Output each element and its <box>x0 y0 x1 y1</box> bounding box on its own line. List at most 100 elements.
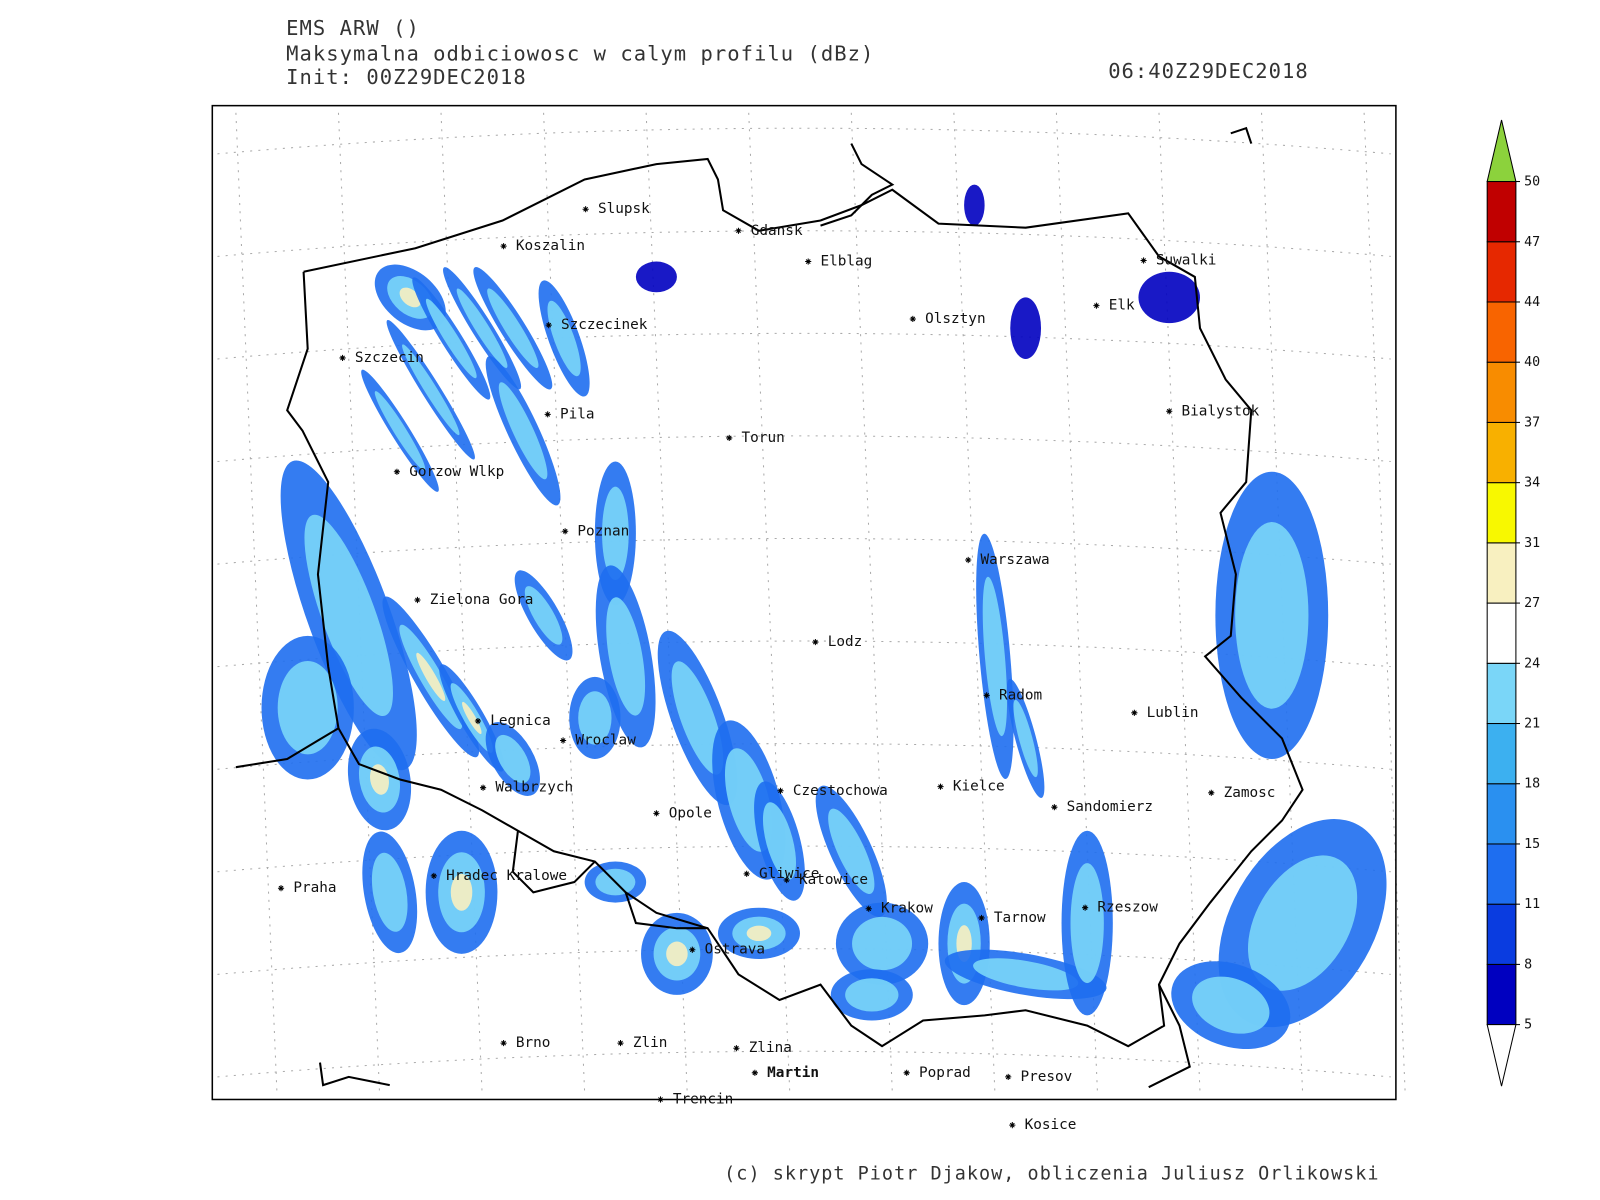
city-marker <box>733 1045 740 1052</box>
city-label: Pila <box>560 406 595 422</box>
colorbar-label: 37 <box>1524 415 1540 430</box>
colorbar-segment <box>1486 301 1517 363</box>
colorbar-label: 8 <box>1524 957 1532 972</box>
city-label: Brno <box>516 1035 551 1051</box>
echo-area <box>606 597 646 716</box>
city-label: Hradec Kralowe <box>446 868 567 884</box>
city-marker <box>1208 789 1215 796</box>
city-label: Koszalin <box>516 238 585 254</box>
colorbar-label: 44 <box>1524 295 1540 310</box>
colorbar-label: 11 <box>1524 897 1540 912</box>
city-marker <box>545 322 552 329</box>
city-label: Lublin <box>1147 705 1199 721</box>
colorbar-label: 5 <box>1524 1018 1532 1033</box>
city-marker <box>393 468 400 475</box>
city-label: Szczecin <box>355 350 424 366</box>
echo-area <box>746 925 772 942</box>
city-label: Tarnow <box>994 910 1046 926</box>
city-marker <box>474 717 482 725</box>
echo-area <box>635 261 677 293</box>
city-marker <box>783 876 790 884</box>
city-marker <box>1005 1073 1012 1080</box>
map-frame <box>211 104 1397 1101</box>
colorbar-segment <box>1486 783 1517 845</box>
reflectivity-field <box>261 184 1387 1050</box>
credits: (c) skrypt Piotr Djakow, obliczenia Juli… <box>724 1163 1379 1184</box>
echo-area <box>1138 271 1200 324</box>
city-label: Martin <box>767 1065 819 1081</box>
city-label: Suwalki <box>1156 253 1216 269</box>
echo-area <box>666 941 688 967</box>
echo-area <box>845 978 899 1012</box>
cities: Slupsk Koszalin Gdansk Elblag Suwalki Elk Szcz… <box>277 201 1275 1133</box>
colorbar-segment <box>1486 602 1517 664</box>
init-time: Init: 00Z29DEC2018 <box>286 65 527 89</box>
city-label: Walbrzych <box>495 780 573 796</box>
colorbar-label: 24 <box>1524 656 1540 671</box>
colorbar-label: 34 <box>1524 476 1540 491</box>
echo-area <box>973 958 1079 991</box>
echo-area <box>1235 522 1309 709</box>
city-marker <box>277 885 285 892</box>
city-marker <box>430 872 437 879</box>
city-marker <box>983 692 990 699</box>
city-marker <box>1166 408 1173 415</box>
city-marker <box>414 596 421 604</box>
city-marker <box>544 411 551 418</box>
city-marker <box>562 528 569 535</box>
echo-area <box>304 514 393 717</box>
city-label: Slupsk <box>598 201 650 217</box>
city-label: Gliwice <box>759 866 819 882</box>
echo-area <box>982 576 1008 737</box>
echo-area <box>402 344 460 436</box>
city-marker <box>937 783 944 790</box>
colorbar-over <box>1486 119 1517 183</box>
parallel <box>217 332 1391 360</box>
city-label: Poznan <box>577 523 629 539</box>
city-marker <box>743 870 750 877</box>
echo-area <box>964 184 985 226</box>
echo-area <box>456 288 508 368</box>
colorbar-label: 50 <box>1524 175 1540 190</box>
city-label: Krakow <box>881 901 933 917</box>
colorbar-segment <box>1486 181 1517 243</box>
echo-area <box>495 734 531 784</box>
echo-area <box>416 652 446 702</box>
city-marker <box>479 784 487 791</box>
city-marker <box>751 1069 758 1076</box>
echo-area <box>425 298 477 379</box>
city-label: Zlin <box>633 1035 668 1051</box>
colorbar-segment <box>1486 361 1517 423</box>
parallel <box>217 230 1391 257</box>
city-marker <box>500 243 507 250</box>
parallel <box>217 537 1391 565</box>
echo-area <box>498 382 548 480</box>
city-label: Rzeszow <box>1097 900 1158 916</box>
city-label: Praha <box>293 880 336 896</box>
colorbar-segment <box>1486 723 1517 785</box>
city-marker <box>777 787 784 794</box>
city-label: Legnica <box>490 713 550 729</box>
city-label: Elblag <box>821 254 873 270</box>
colorbar-label: 31 <box>1524 536 1540 551</box>
colorbar-segment <box>1486 542 1517 604</box>
echo-area <box>462 701 482 735</box>
city-label: Gdansk <box>751 223 803 239</box>
city-label: Elk <box>1109 298 1135 314</box>
colorbar-label: 15 <box>1524 837 1540 852</box>
city-label: Olsztyn <box>925 311 985 327</box>
valid-time: 06:40Z29DEC2018 <box>1108 59 1309 83</box>
colorbar-segment <box>1486 482 1517 544</box>
colorbar-segment <box>1486 241 1517 303</box>
city-label: Zlina <box>749 1040 792 1056</box>
city-marker <box>1051 804 1058 811</box>
echo-area <box>602 486 629 580</box>
city-label: Sandomierz <box>1067 799 1153 815</box>
echo-area <box>450 873 473 911</box>
colorbar: 5 8 11 15 18 21 24 27 31 34 37 40 44 47 50 <box>1486 119 1540 1087</box>
city-label: Presov <box>1021 1069 1073 1085</box>
model-title: EMS ARW () <box>286 16 420 40</box>
echo-area <box>374 391 426 471</box>
colorbar-segment <box>1486 421 1517 484</box>
colorbar-segment <box>1486 662 1517 725</box>
